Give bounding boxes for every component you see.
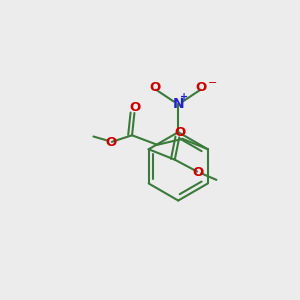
Text: −: − xyxy=(208,78,217,88)
Text: N: N xyxy=(172,97,184,111)
Text: O: O xyxy=(129,101,141,114)
Text: O: O xyxy=(174,125,185,139)
Text: O: O xyxy=(105,136,117,149)
Text: O: O xyxy=(196,81,207,94)
Text: +: + xyxy=(180,92,188,102)
Text: O: O xyxy=(149,81,161,94)
Text: O: O xyxy=(192,166,204,178)
